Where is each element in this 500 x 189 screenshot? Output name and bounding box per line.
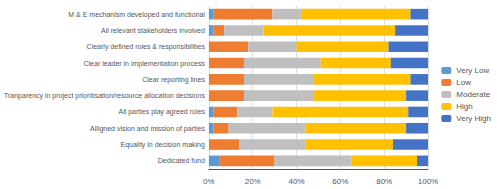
svg-text:60%: 60% xyxy=(332,177,348,186)
svg-text:Clear leader in implementation: Clear leader in implementation process xyxy=(83,60,205,68)
svg-text:0%: 0% xyxy=(203,177,215,186)
svg-text:Equality in decision making: Equality in decision making xyxy=(120,141,205,149)
svg-text:Clear reporting lines: Clear reporting lines xyxy=(142,76,205,84)
svg-text:Very Low: Very Low xyxy=(456,66,489,75)
svg-text:High: High xyxy=(456,102,472,111)
svg-text:80%: 80% xyxy=(376,177,392,186)
svg-text:20%: 20% xyxy=(245,177,261,186)
svg-text:All relevant stakeholders invo: All relevant stakeholders involved xyxy=(101,27,205,34)
svg-text:Dedicated fund: Dedicated fund xyxy=(158,157,205,164)
svg-text:All parties play agreed roles: All parties play agreed roles xyxy=(119,108,206,116)
svg-text:Very High: Very High xyxy=(456,114,491,123)
svg-text:Low: Low xyxy=(456,78,471,87)
svg-text:Moderate: Moderate xyxy=(456,90,490,99)
svg-text:M & E mechanism developed and: M & E mechanism developed and functional xyxy=(68,11,205,19)
svg-text:Tranparency in project priorit: Tranparency in project prioritisation/re… xyxy=(4,92,205,100)
svg-text:40%: 40% xyxy=(289,177,305,186)
svg-text:Alligned vision and mission of: Alligned vision and mission of parties xyxy=(90,125,205,133)
svg-text:Clearly defined roles & respon: Clearly defined roles & responsibilities xyxy=(87,43,206,51)
svg-text:100%: 100% xyxy=(418,177,438,186)
